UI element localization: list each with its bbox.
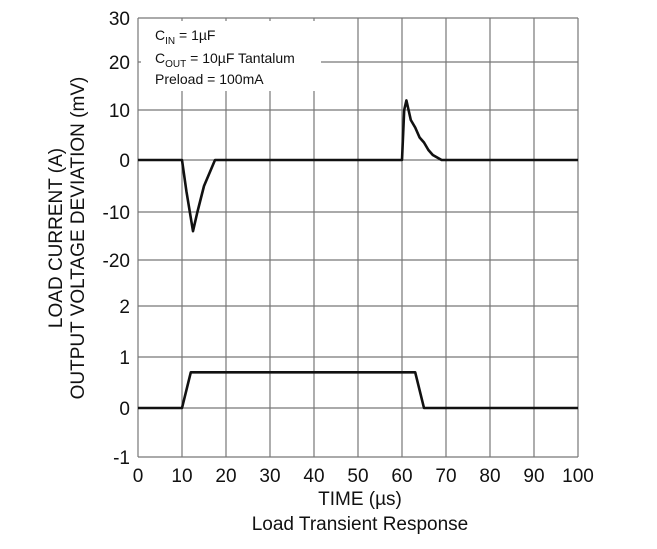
y-tick-label: 0 [119, 151, 130, 172]
chart-title: Load Transient Response [252, 514, 469, 535]
annotation-cin: CIN = 1µF [155, 27, 215, 47]
x-tick-label: 30 [259, 466, 280, 487]
annotation-cout: COUT = 10µF Tantalum [155, 50, 295, 70]
x-tick-label: 70 [435, 466, 456, 487]
series-lines [138, 99, 578, 410]
x-tick-label: 90 [523, 466, 544, 487]
annotation-background [141, 21, 321, 91]
y-axis-label-line2: OUTPUT VOLTAGE DEVIATION (mV) [68, 77, 89, 400]
annotation-box: CIN = 1µF COUT = 10µF Tantalum Preload =… [155, 27, 295, 87]
x-tick-label: 50 [347, 466, 368, 487]
y-tick-label: -10 [103, 203, 130, 224]
voltage-deviation-line [138, 99, 578, 233]
x-tick-labels: 0 10 20 30 40 50 60 70 80 90 100 [133, 466, 594, 487]
y-tick-label: 1 [119, 348, 130, 369]
y-tick-label: 20 [109, 53, 130, 74]
load-current-line [138, 370, 578, 410]
x-tick-label: 0 [133, 466, 144, 487]
y-tick-label: 2 [119, 297, 130, 318]
y-tick-label: 30 [109, 9, 130, 30]
y-tick-label: -20 [103, 251, 130, 272]
annotation-preload: Preload = 100mA [155, 71, 264, 87]
y-tick-label: 0 [119, 399, 130, 420]
x-tick-label: 60 [391, 466, 412, 487]
grid [137, 17, 579, 458]
y-tick-label: -1 [113, 448, 130, 469]
x-tick-label: 80 [479, 466, 500, 487]
x-axis-label: TIME (µs) [318, 489, 402, 510]
x-tick-label: 20 [215, 466, 236, 487]
x-tick-label: 40 [303, 466, 324, 487]
x-tick-label: 10 [171, 466, 192, 487]
y-tick-label: 10 [109, 101, 130, 122]
x-tick-label: 100 [562, 466, 594, 487]
y-axis-label-line1: LOAD CURRENT (A) [46, 148, 67, 328]
